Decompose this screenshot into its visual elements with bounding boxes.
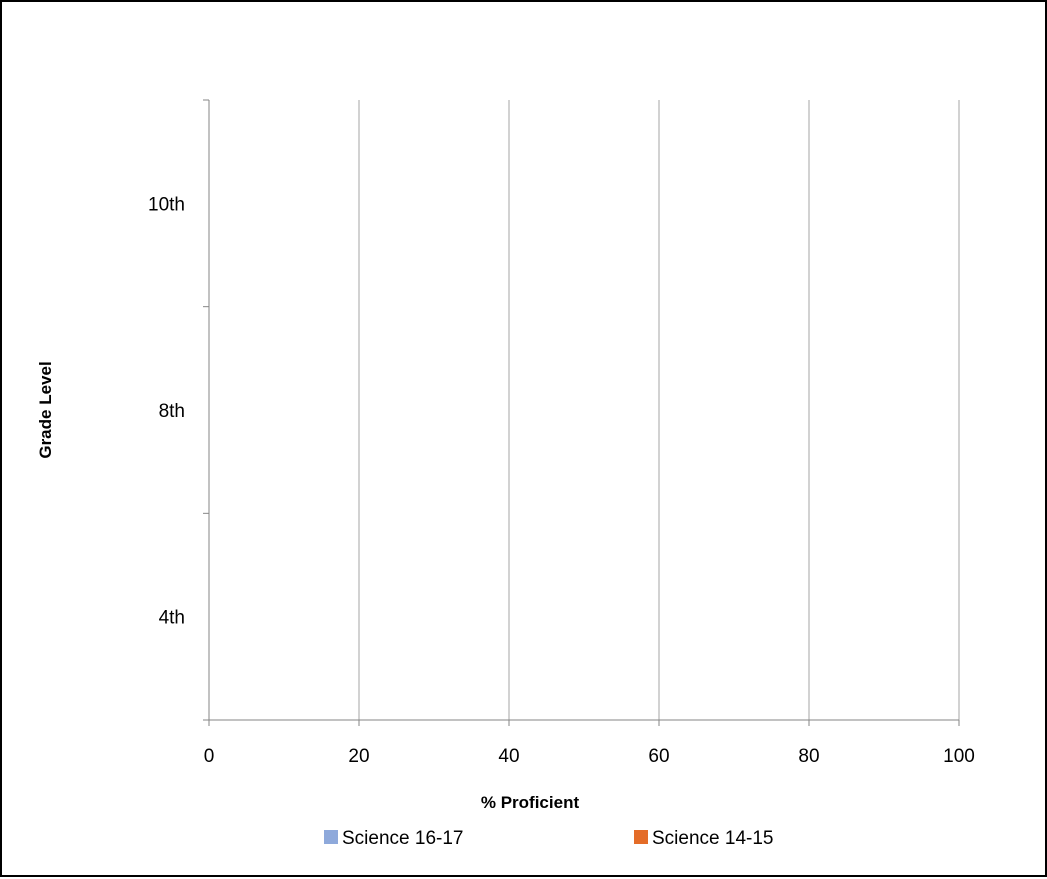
axes — [203, 99, 960, 726]
y-tick-label-8th: 8th — [159, 401, 185, 422]
y-tick-labels: 4th 8th 10th — [148, 194, 185, 628]
x-tick-label-40: 40 — [498, 746, 519, 767]
y-tick-label-4th: 4th — [159, 608, 185, 629]
legend-label-0: Science 16-17 — [342, 828, 463, 849]
x-tick-labels: 0 20 40 60 80 100 — [204, 746, 975, 767]
x-tick-label-80: 80 — [798, 746, 819, 767]
legend-swatch-0 — [324, 830, 338, 844]
x-tick-label-20: 20 — [348, 746, 369, 767]
y-axis-title: Grade Level — [36, 361, 55, 458]
legend-label-1: Science 14-15 — [652, 828, 773, 849]
x-tick-label-0: 0 — [204, 746, 215, 767]
grid-lines — [358, 100, 960, 720]
legend: Science 16-17 Science 14-15 — [324, 828, 773, 849]
legend-swatch-1 — [634, 830, 648, 844]
y-tick-label-10th: 10th — [148, 194, 185, 215]
x-tick-label-100: 100 — [943, 746, 975, 767]
x-axis-title: % Proficient — [481, 793, 580, 812]
x-tick-label-60: 60 — [648, 746, 669, 767]
